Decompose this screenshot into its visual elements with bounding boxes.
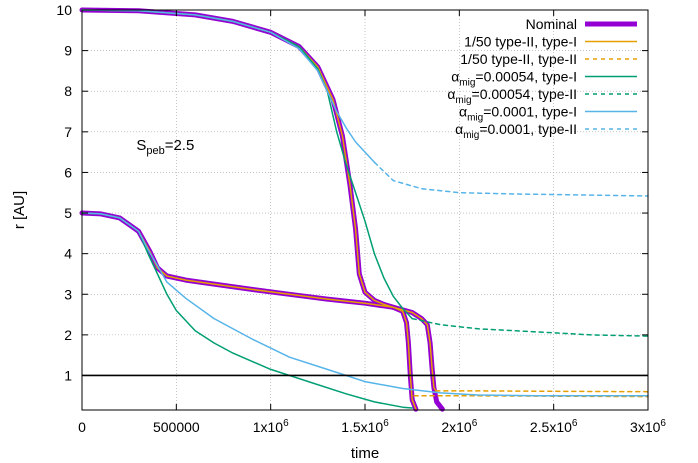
y-tick-label: 2 [64,327,72,343]
legend-label: αmig=0.0001, type-II [455,121,577,141]
y-tick-label: 10 [56,2,72,18]
legend-label: αmig=0.00054, type-II [447,86,577,106]
series-line-8 [411,317,649,337]
legend-label: αmig=0.00054, type-I [451,69,577,89]
y-tick-label: 4 [64,246,72,262]
x-tick-label: 1.5x106 [341,418,389,435]
x-tick-label: 3x106 [630,418,666,435]
x-tick-label: 500000 [153,419,200,435]
y-tick-label: 5 [64,205,72,221]
y-axis-label: r [AU] [11,191,28,229]
series-line-0 [79,7,419,412]
y-tick-label: 3 [64,286,72,302]
series-line-11 [373,161,649,197]
x-tick-label: 1x106 [253,418,289,435]
x-tick-label: 2.5x106 [530,418,578,435]
legend-label: 1/50 type-II, type-II [460,51,577,67]
series-line-2 [81,9,417,410]
y-tick-label: 8 [64,83,72,99]
y-tick-label: 6 [64,164,72,180]
legend-label: αmig=0.0001, type-I [459,104,577,124]
y-tick-label: 9 [64,43,72,59]
series-lines [79,7,649,412]
legend: Nominal 1/50 type-II, type-I1/50 type-II,… [447,16,637,141]
x-tick-label: 2x106 [441,418,477,435]
series-line-1 [79,210,445,412]
annotation: Speb=2.5 [136,137,194,157]
series-line-10 [81,212,649,397]
x-axis-label: time [351,445,379,462]
series-line-7 [81,212,413,409]
y-tick-label: 7 [64,124,72,140]
y-tick-label: 1 [64,367,72,383]
legend-label: Nominal [526,16,577,32]
axis-ticks: 1 2 3 4 5 6 7 8 9 10 0 500000 1x106 1.5x106 2x106 2.5x1… [56,2,666,435]
legend-label: 1/50 type-II, type-I [464,34,577,50]
grid [82,10,648,410]
series-line-9 [81,9,376,164]
series-line-4 [435,390,649,393]
series-line-6 [81,9,413,320]
x-tick-label: 0 [78,419,86,435]
